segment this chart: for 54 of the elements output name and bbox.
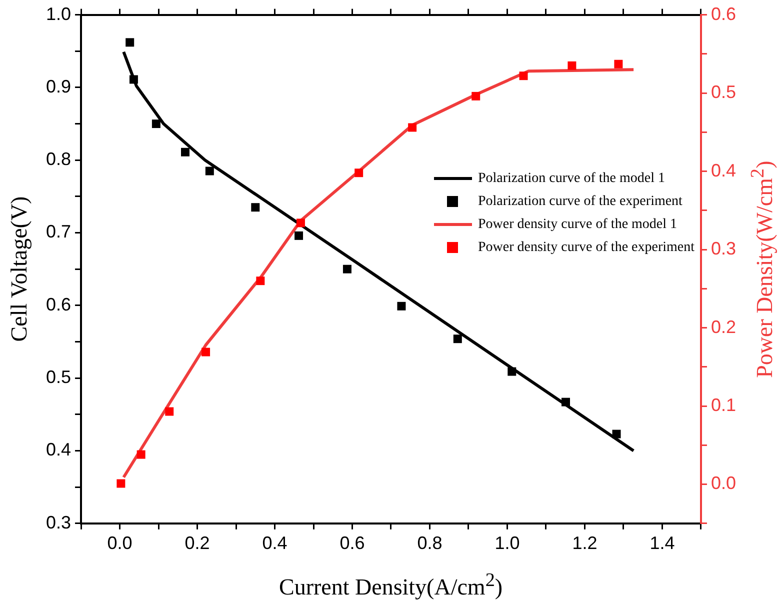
x-tick-label: 0.2 <box>184 533 210 554</box>
point <box>129 75 138 84</box>
y-tick-label: 0.3 <box>46 512 72 532</box>
point <box>614 60 623 68</box>
point <box>256 276 265 286</box>
point <box>453 334 462 344</box>
point <box>294 231 304 240</box>
y2-tick-label: 0.1 <box>710 395 736 415</box>
x-tick-label: 1.0 <box>494 533 520 554</box>
y-tick-label: 0.9 <box>46 76 72 96</box>
legend-label: Polarization curve of the experiment <box>478 194 682 210</box>
point <box>562 398 570 406</box>
y-tick-label: 0.4 <box>46 440 72 460</box>
point <box>126 38 134 47</box>
point <box>251 203 260 212</box>
y-tick-label: 0.8 <box>46 149 72 170</box>
legend-label: Power density curve of the experiment <box>478 240 695 256</box>
y-tick-label: 1.0 <box>46 4 72 24</box>
y2-tick-label: 0.6 <box>710 4 736 24</box>
x-tick-label: 0.0 <box>107 533 132 554</box>
point <box>472 92 480 100</box>
point <box>612 430 621 438</box>
y2-tick-label: 0.3 <box>710 238 736 259</box>
y2-tick-label: 0.4 <box>710 160 736 180</box>
y2-tick-label: 0.0 <box>710 473 736 494</box>
point <box>568 61 576 70</box>
y2-tick-label: 0.5 <box>710 82 736 102</box>
point <box>296 218 305 228</box>
legend-label: Polarization curve of the model 1 <box>478 170 665 187</box>
y-tick-label: 0.5 <box>46 367 72 388</box>
point <box>181 148 190 156</box>
point <box>354 168 364 178</box>
point <box>342 264 352 274</box>
y2-tick-label: 0.2 <box>710 316 736 337</box>
x-tick-label: 0.8 <box>417 533 442 554</box>
point <box>165 407 174 416</box>
point <box>202 348 210 356</box>
point <box>397 302 406 310</box>
point <box>205 166 214 176</box>
point <box>519 72 528 80</box>
x-tick-label: 0.6 <box>340 533 365 554</box>
x-axis-title: Current Density(A/cm$^{2}$) <box>279 570 503 601</box>
y-tick-label: 0.7 <box>46 222 72 242</box>
x-tick-label: 0.4 <box>262 533 288 554</box>
point <box>408 123 417 132</box>
point <box>116 479 126 488</box>
point <box>152 120 160 128</box>
y-tick-label: 0.6 <box>46 294 72 314</box>
x-tick-label: 1.4 <box>650 533 675 554</box>
point <box>136 450 146 459</box>
y-axis-title: Cell Voltage(V) <box>6 196 32 342</box>
x-tick-label: 1.2 <box>572 533 598 554</box>
legend-label: Power density curve of the model 1 <box>478 216 678 233</box>
point <box>508 367 516 376</box>
